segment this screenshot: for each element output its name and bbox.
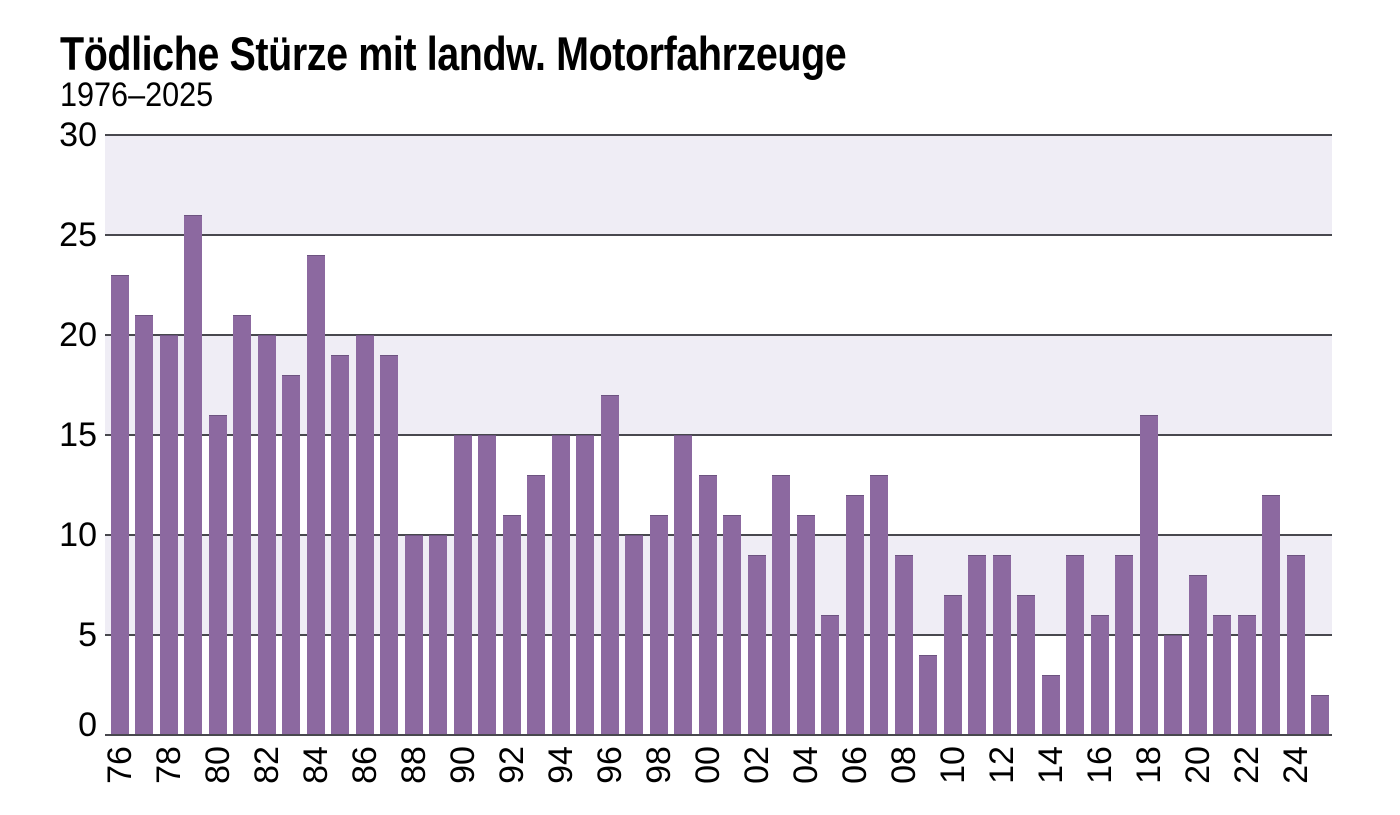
bar-1978 [159, 335, 178, 735]
bar-1988 [404, 535, 423, 735]
bar-2025 [1311, 695, 1329, 735]
bar-1976 [110, 275, 129, 735]
bar-chart-plot-area [105, 134, 1332, 736]
x-tick-label-90: 90 [443, 746, 482, 784]
x-tick-label-88: 88 [394, 746, 433, 784]
bar-1986 [355, 335, 374, 735]
bar-1994 [551, 435, 570, 735]
bar-1983 [282, 375, 300, 735]
bar-2017 [1115, 555, 1133, 735]
bar-2010 [943, 595, 962, 735]
x-tick-label-24: 24 [1276, 746, 1315, 784]
y-tick-label-30: 30 [59, 116, 97, 154]
gridline-20 [105, 334, 1332, 336]
bar-2021 [1213, 615, 1231, 735]
bar-2022 [1237, 615, 1256, 735]
x-tick-label-18: 18 [1129, 746, 1168, 784]
bar-2014 [1041, 675, 1060, 735]
y-tick-label-15: 15 [59, 416, 97, 454]
x-tick-label-06: 06 [835, 746, 874, 784]
bar-1991 [478, 435, 496, 735]
bar-2001 [723, 515, 741, 735]
x-tick-label-00: 00 [688, 746, 727, 784]
chart-title: Tödliche Stürze mit landw. Motorfahrzeug… [60, 27, 847, 80]
bar-1992 [502, 515, 521, 735]
x-tick-label-10: 10 [933, 746, 972, 784]
gridline-0 [105, 734, 1332, 736]
bar-2016 [1090, 615, 1109, 735]
bar-2019 [1164, 635, 1182, 735]
bar-2020 [1188, 575, 1207, 735]
bar-2012 [992, 555, 1011, 735]
x-tick-label-20: 20 [1178, 746, 1217, 784]
bar-2005 [821, 615, 839, 735]
bar-1984 [306, 255, 325, 735]
bar-2009 [919, 655, 937, 735]
x-tick-label-86: 86 [345, 746, 384, 784]
bar-1998 [649, 515, 668, 735]
bar-1995 [576, 435, 594, 735]
bar-1999 [674, 435, 692, 735]
y-tick-label-10: 10 [59, 516, 97, 554]
bar-1996 [600, 395, 619, 735]
gridline-15 [105, 434, 1332, 436]
bar-1990 [453, 435, 472, 735]
gridline-25 [105, 234, 1332, 236]
bar-1985 [331, 355, 349, 735]
bar-2015 [1066, 555, 1084, 735]
bar-1980 [208, 415, 227, 735]
x-tick-label-80: 80 [198, 746, 237, 784]
bar-2004 [796, 515, 815, 735]
bar-1997 [625, 535, 643, 735]
bar-2013 [1017, 595, 1035, 735]
gridline-30 [105, 134, 1332, 136]
y-tick-label-5: 5 [78, 616, 97, 654]
x-tick-label-92: 92 [492, 746, 531, 784]
bar-2024 [1286, 555, 1305, 735]
x-tick-label-04: 04 [786, 746, 825, 784]
x-tick-label-78: 78 [149, 746, 188, 784]
bar-2018 [1139, 415, 1158, 735]
y-tick-label-0: 0 [78, 706, 97, 744]
x-tick-label-84: 84 [296, 746, 335, 784]
chart-subtitle: 1976–2025 [60, 76, 214, 114]
bar-2003 [772, 475, 790, 735]
bar-1993 [527, 475, 545, 735]
bar-2006 [845, 495, 864, 735]
x-tick-label-08: 08 [884, 746, 923, 784]
bar-2002 [747, 555, 766, 735]
x-tick-label-14: 14 [1031, 746, 1070, 784]
bar-2000 [698, 475, 717, 735]
band-25-30 [105, 135, 1332, 235]
bar-1981 [233, 315, 251, 735]
x-tick-label-94: 94 [541, 746, 580, 784]
bar-2023 [1262, 495, 1280, 735]
bar-2007 [870, 475, 888, 735]
bar-1977 [135, 315, 153, 735]
bar-1987 [380, 355, 398, 735]
x-tick-label-16: 16 [1080, 746, 1119, 784]
x-tick-label-12: 12 [982, 746, 1021, 784]
bar-2008 [894, 555, 913, 735]
bar-2011 [968, 555, 986, 735]
y-tick-label-25: 25 [59, 216, 97, 254]
x-tick-label-22: 22 [1227, 746, 1266, 784]
x-tick-label-98: 98 [639, 746, 678, 784]
bar-1989 [429, 535, 447, 735]
y-tick-label-20: 20 [59, 316, 97, 354]
x-tick-label-82: 82 [247, 746, 286, 784]
x-tick-label-76: 76 [100, 746, 139, 784]
bar-1979 [184, 215, 202, 735]
bar-1982 [257, 335, 276, 735]
x-tick-label-02: 02 [737, 746, 776, 784]
x-tick-label-96: 96 [590, 746, 629, 784]
gridline-5 [105, 634, 1332, 636]
gridline-10 [105, 534, 1332, 536]
